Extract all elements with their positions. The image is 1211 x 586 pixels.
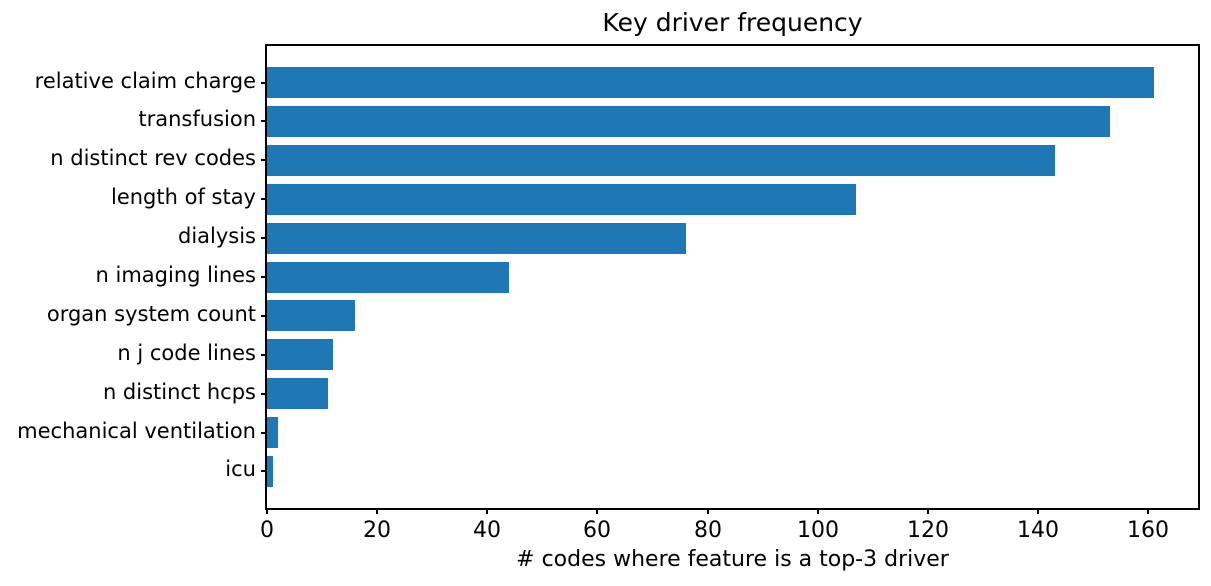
x-tick-label: 140 — [1017, 518, 1059, 543]
bar-n-distinct-hcps — [267, 378, 328, 409]
x-tick-mark — [266, 508, 268, 514]
y-tick-mark — [261, 470, 267, 472]
x-tick-label: 160 — [1127, 518, 1169, 543]
x-tick-mark — [1147, 508, 1149, 514]
y-tick-mark — [261, 198, 267, 200]
x-tick-label: 80 — [694, 518, 722, 543]
y-tick-label: mechanical ventilation — [17, 419, 256, 443]
x-tick-mark — [596, 508, 598, 514]
y-tick-label: n distinct rev codes — [50, 146, 256, 170]
chart-title: Key driver frequency — [602, 8, 863, 37]
y-tick-mark — [261, 82, 267, 84]
x-tick-mark — [486, 508, 488, 514]
x-tick-mark — [927, 508, 929, 514]
y-tick-label: n distinct hcps — [102, 380, 256, 404]
y-tick-label: n imaging lines — [95, 263, 256, 287]
x-tick-label: 40 — [473, 518, 501, 543]
x-axis-label: # codes where feature is a top-3 driver — [516, 547, 949, 572]
bar-icu — [267, 456, 273, 487]
bar-mechanical-ventilation — [267, 417, 278, 448]
bar-n-j-code-lines — [267, 339, 333, 370]
x-tick-mark — [707, 508, 709, 514]
y-tick-mark — [261, 393, 267, 395]
bar-transfusion — [267, 106, 1110, 137]
y-tick-mark — [261, 315, 267, 317]
y-tick-mark — [261, 159, 267, 161]
x-tick-label: 100 — [797, 518, 839, 543]
y-tick-label: organ system count — [46, 302, 256, 326]
x-tick-label: 120 — [907, 518, 949, 543]
x-tick-label: 60 — [583, 518, 611, 543]
bar-n-distinct-rev-codes — [267, 145, 1055, 176]
y-tick-label: length of stay — [110, 185, 256, 209]
bar-dialysis — [267, 223, 686, 254]
x-tick-mark — [1037, 508, 1039, 514]
y-tick-label: transfusion — [138, 107, 256, 131]
x-tick-mark — [817, 508, 819, 514]
x-tick-label: 0 — [260, 518, 274, 543]
y-tick-label: dialysis — [177, 224, 256, 248]
x-tick-mark — [376, 508, 378, 514]
bar-relative-claim-charge — [267, 67, 1154, 98]
bar-length-of-stay — [267, 184, 856, 215]
bars-layer — [267, 46, 1198, 508]
y-tick-mark — [261, 432, 267, 434]
y-tick-label: n j code lines — [117, 341, 256, 365]
x-tick-label: 20 — [363, 518, 391, 543]
y-tick-label: icu — [225, 457, 256, 481]
y-tick-mark — [261, 354, 267, 356]
y-tick-label: relative claim charge — [34, 69, 256, 93]
y-tick-mark — [261, 237, 267, 239]
y-tick-mark — [261, 120, 267, 122]
y-tick-mark — [261, 276, 267, 278]
bar-n-imaging-lines — [267, 262, 509, 293]
bar-organ-system-count — [267, 300, 355, 331]
